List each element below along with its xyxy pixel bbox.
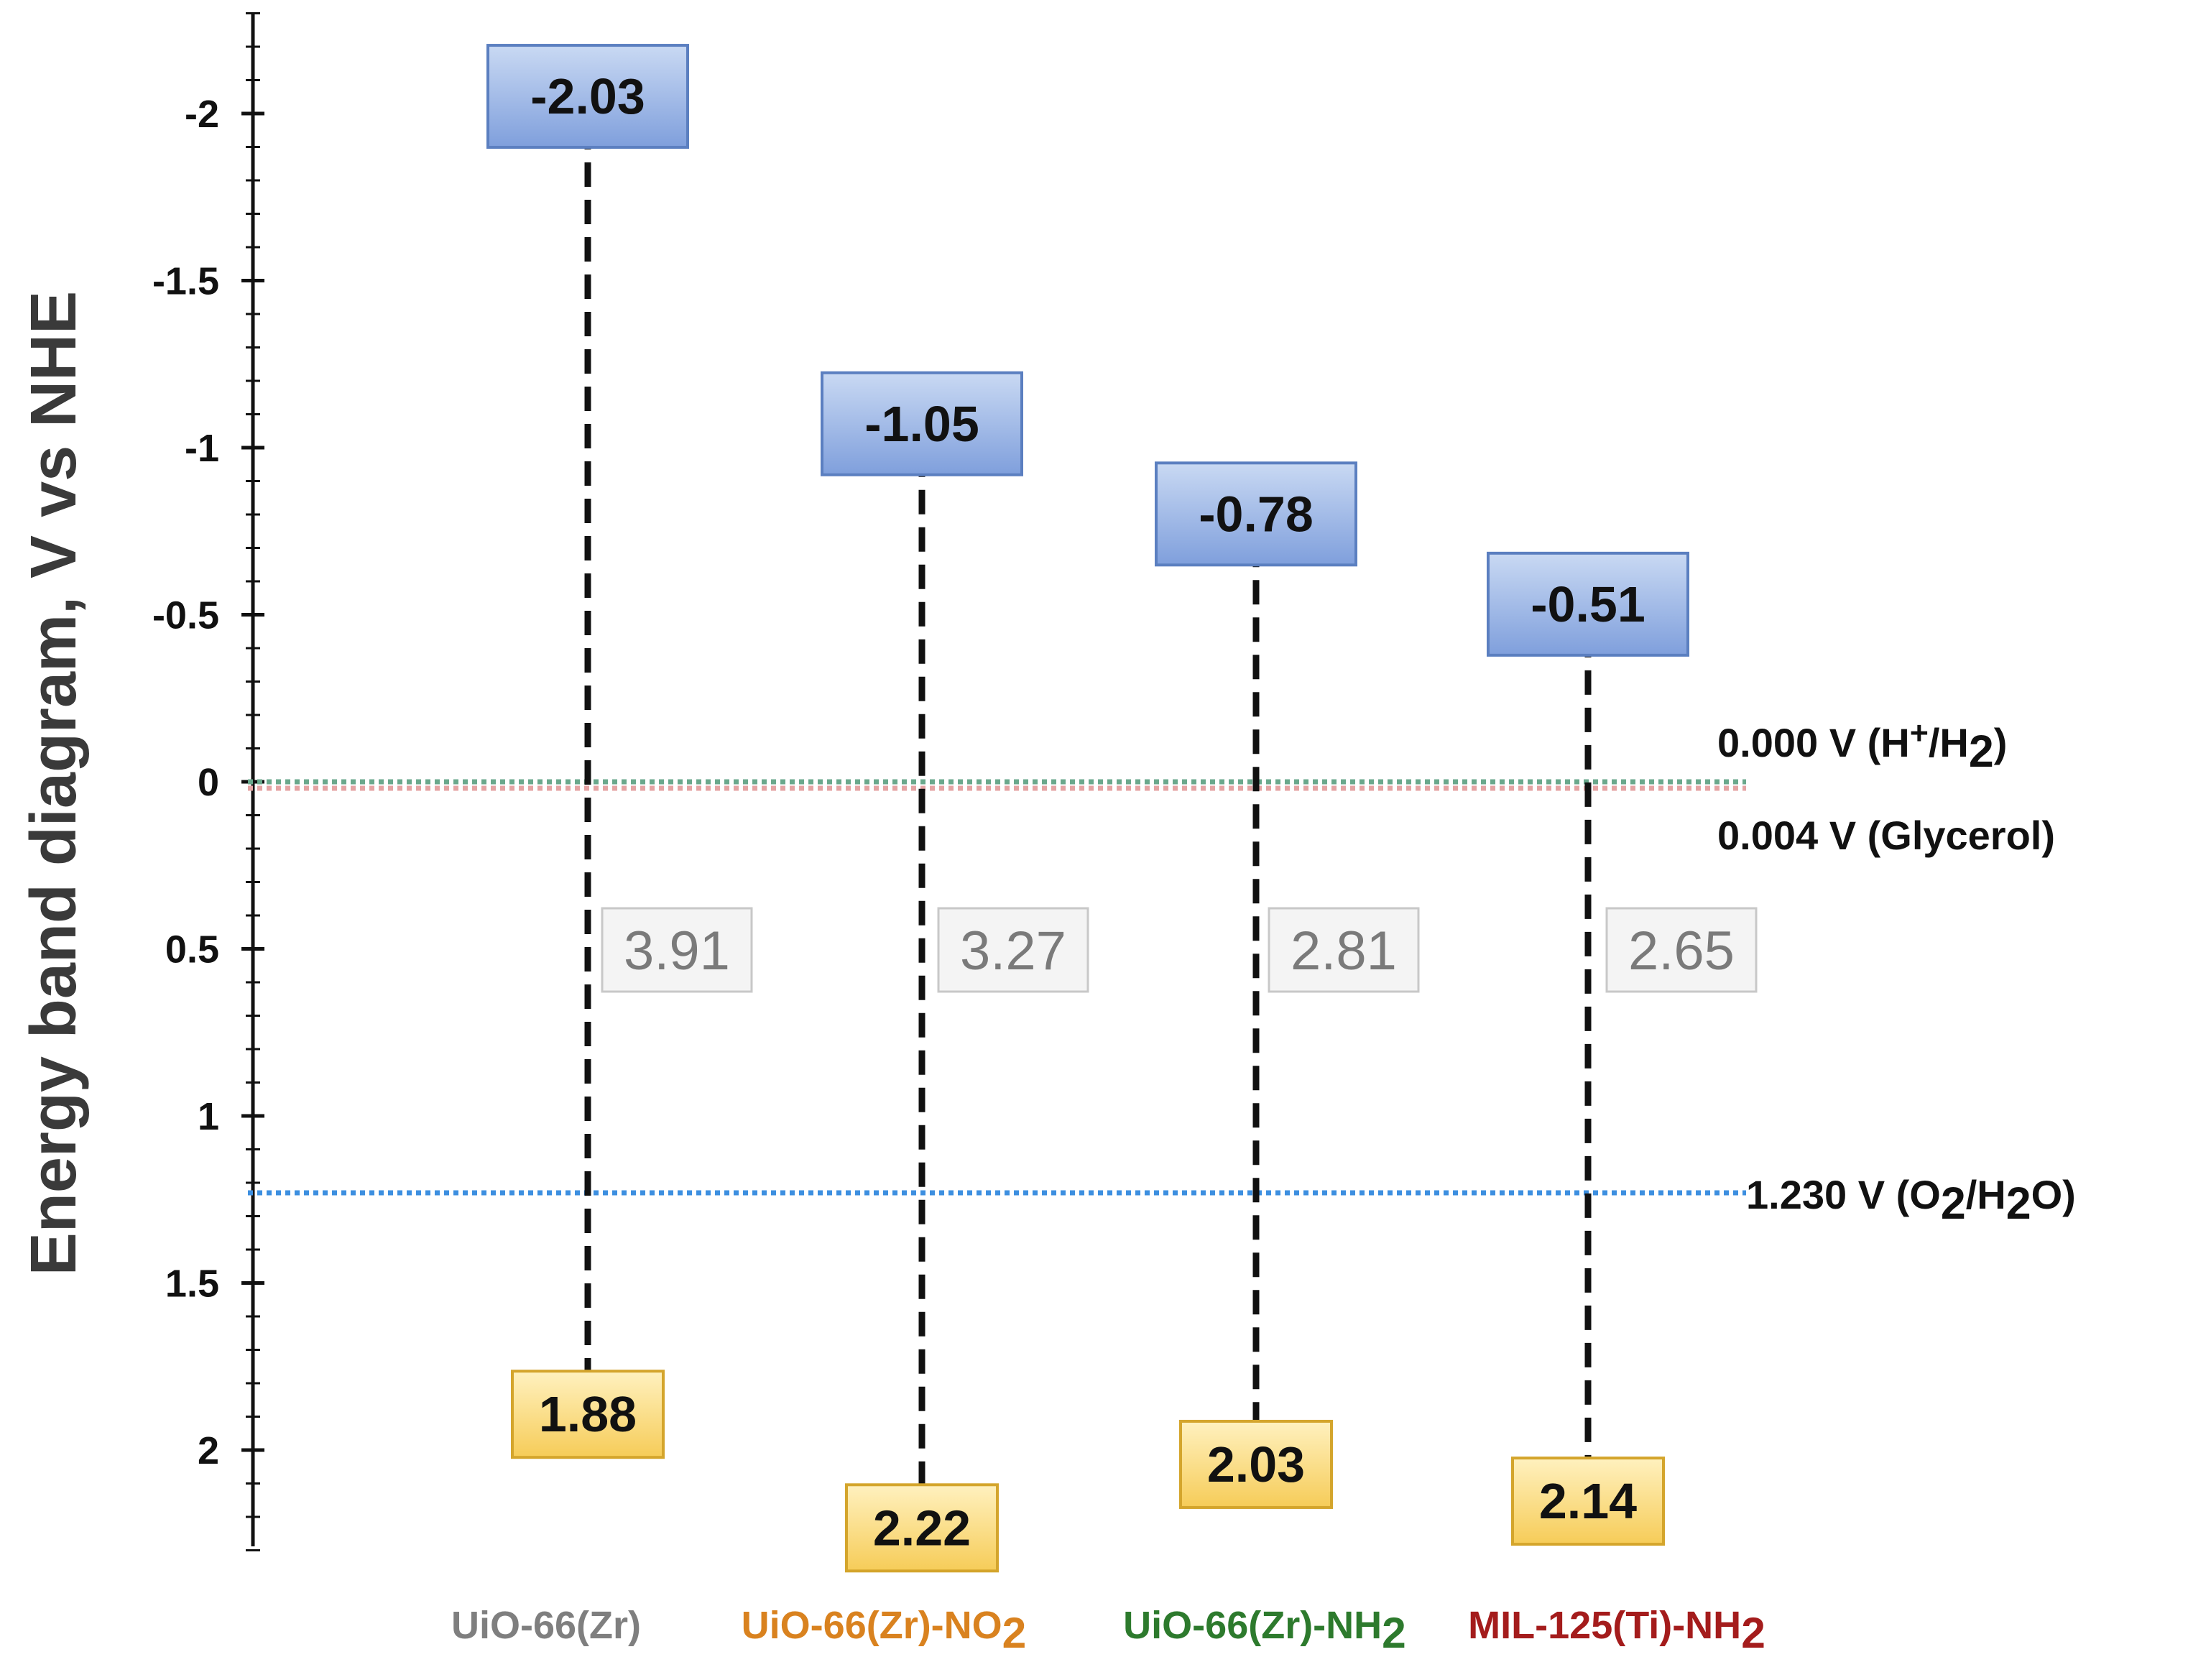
material-labels: UiO-66(Zr) UiO-66(Zr)-NO2 UiO-66(Zr)-NH2 MI… [451,1604,1765,1657]
cb-box [821,371,1023,476]
cb-value: -2.03 [530,68,645,124]
vb-box [1511,1457,1665,1546]
y-axis-title: Energy band diagram, V vs NHE [18,291,90,1275]
gap-box [1605,907,1758,993]
y-tick-label: 0 [198,761,219,804]
y-tick-label: 0.5 [165,928,219,971]
y-tick-label: 1.5 [165,1263,219,1306]
material-label: UiO-66(Zr)-NO2 [742,1604,1027,1657]
cb-value: -1.05 [864,396,979,452]
y-tick-label: -0.5 [152,594,219,637]
reference-label: 0.004 V (Glycerol) [1717,813,2055,858]
material-label: UiO-66(Zr) [451,1604,641,1647]
cb-box [1487,551,1689,657]
cb-value: -0.78 [1199,486,1314,542]
vb-box [511,1370,665,1459]
reference-label: 1.230 V (O2/H2O) [1746,1172,2076,1229]
reference-label: 0.000 V (H+/H2) [1717,715,2007,777]
vb-box [845,1483,999,1573]
gap-box [601,907,753,993]
cb-box [1155,461,1357,567]
material-column: -0.51 2.14 2.65 [1487,551,1758,1546]
band-edges: -2.031.883.91-1.052.223.27-0.782.032.81-… [486,44,1758,1573]
y-tick-label: 2 [198,1429,219,1472]
gap-value: 3.91 [624,920,730,982]
vb-value: 2.14 [1539,1473,1637,1529]
vb-box [1179,1419,1333,1509]
gap-value: 3.27 [960,920,1066,982]
y-tick-label: -2 [185,93,219,136]
gap-value: 2.65 [1628,920,1735,982]
y-tick-label: 1 [198,1095,219,1138]
y-tick-label: -1.5 [152,260,219,303]
vb-value: 1.88 [539,1386,637,1442]
material-column: -1.05 2.22 3.27 [821,371,1089,1573]
material-column: -2.03 1.88 3.91 [486,44,753,1459]
cb-box [486,44,689,149]
reference-levels: 0.000 V (H+/H2) 0.004 V (Glycerol) 1.230 V… [248,715,2076,1229]
cb-value: -0.51 [1531,576,1645,632]
vb-value: 2.03 [1207,1436,1305,1492]
material-label: UiO-66(Zr)-NH2 [1123,1604,1406,1657]
gap-value: 2.81 [1291,920,1397,982]
gap-box [1268,907,1420,993]
material-column: -0.78 2.03 2.81 [1155,461,1420,1509]
gap-box [937,907,1089,993]
y-axis: -2 -1.5 -1 -0.5 0 0.5 1 1.5 2 Energy band diagram… [18,12,264,1551]
material-label: MIL-125(Ti)-NH2 [1468,1604,1765,1657]
vb-value: 2.22 [873,1500,971,1556]
y-tick-label: -1 [185,427,219,470]
